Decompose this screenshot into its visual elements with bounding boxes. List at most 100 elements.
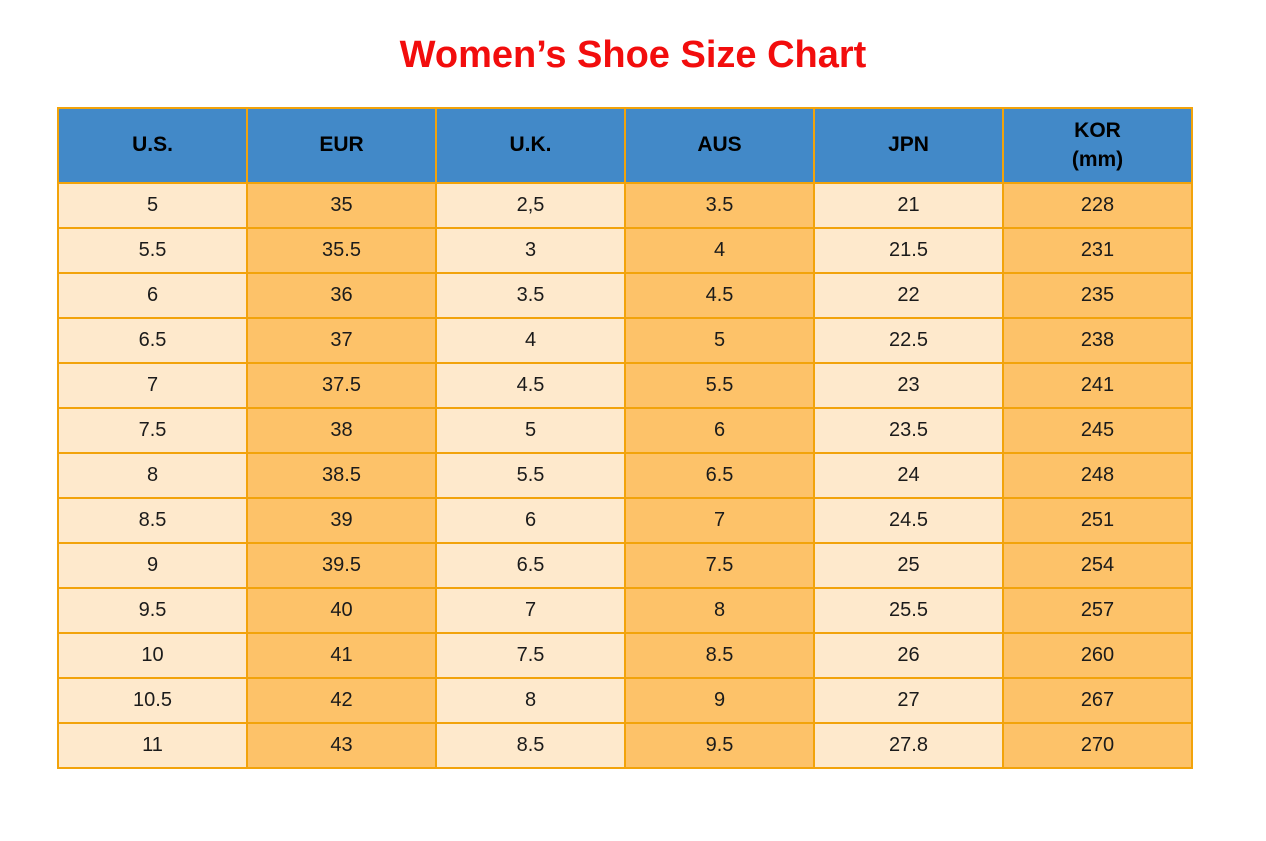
cell-jpn: 23 (813, 362, 1004, 409)
cell-kor: 257 (1002, 587, 1193, 634)
table-row: 10.5 42 8 9 27 267 (57, 677, 1193, 724)
cell-eur: 40 (246, 587, 437, 634)
cell-uk: 4.5 (435, 362, 626, 409)
cell-jpn: 27 (813, 677, 1004, 724)
cell-aus: 3.5 (624, 182, 815, 229)
cell-us: 11 (57, 722, 248, 769)
cell-us: 8.5 (57, 497, 248, 544)
cell-eur: 37 (246, 317, 437, 364)
column-header-eur: EUR (246, 107, 437, 184)
cell-kor: 251 (1002, 497, 1193, 544)
cell-uk: 3.5 (435, 272, 626, 319)
cell-us: 8 (57, 452, 248, 499)
cell-eur: 39 (246, 497, 437, 544)
cell-eur: 36 (246, 272, 437, 319)
cell-us: 9 (57, 542, 248, 589)
cell-eur: 35.5 (246, 227, 437, 274)
cell-uk: 3 (435, 227, 626, 274)
cell-aus: 4 (624, 227, 815, 274)
cell-us: 6 (57, 272, 248, 319)
table-row: 10 41 7.5 8.5 26 260 (57, 632, 1193, 679)
cell-aus: 5.5 (624, 362, 815, 409)
cell-eur: 41 (246, 632, 437, 679)
cell-uk: 5 (435, 407, 626, 454)
cell-jpn: 21 (813, 182, 1004, 229)
cell-uk: 6 (435, 497, 626, 544)
cell-us: 10 (57, 632, 248, 679)
cell-uk: 5.5 (435, 452, 626, 499)
table-row: 8 38.5 5.5 6.5 24 248 (57, 452, 1193, 499)
cell-aus: 8.5 (624, 632, 815, 679)
cell-eur: 42 (246, 677, 437, 724)
cell-eur: 38.5 (246, 452, 437, 499)
cell-kor: 254 (1002, 542, 1193, 589)
cell-aus: 9 (624, 677, 815, 724)
column-header-label: U.S. (132, 133, 173, 157)
cell-jpn: 27.8 (813, 722, 1004, 769)
column-header-uk: U.K. (435, 107, 626, 184)
cell-jpn: 22.5 (813, 317, 1004, 364)
cell-kor: 270 (1002, 722, 1193, 769)
cell-aus: 8 (624, 587, 815, 634)
cell-aus: 7 (624, 497, 815, 544)
cell-aus: 6 (624, 407, 815, 454)
cell-jpn: 25.5 (813, 587, 1004, 634)
table-row: 11 43 8.5 9.5 27.8 270 (57, 722, 1193, 769)
cell-kor: 245 (1002, 407, 1193, 454)
table-row: 6 36 3.5 4.5 22 235 (57, 272, 1193, 319)
column-header-sublabel: (mm) (1071, 147, 1124, 171)
cell-uk: 4 (435, 317, 626, 364)
cell-uk: 8 (435, 677, 626, 724)
column-header-label: U.K. (509, 133, 552, 157)
size-chart-table: U.S. EUR U.K. AUS JPN (57, 107, 1193, 769)
cell-jpn: 25 (813, 542, 1004, 589)
column-header-label: KOR (1074, 119, 1121, 143)
cell-us: 9.5 (57, 587, 248, 634)
table-row: 5.5 35.5 3 4 21.5 231 (57, 227, 1193, 274)
cell-jpn: 21.5 (813, 227, 1004, 274)
cell-kor: 235 (1002, 272, 1193, 319)
cell-us: 6.5 (57, 317, 248, 364)
cell-jpn: 24.5 (813, 497, 1004, 544)
cell-uk: 2,5 (435, 182, 626, 229)
column-header-label: AUS (697, 133, 742, 157)
table-row: 9.5 40 7 8 25.5 257 (57, 587, 1193, 634)
cell-us: 10.5 (57, 677, 248, 724)
cell-jpn: 26 (813, 632, 1004, 679)
table-row: 7.5 38 5 6 23.5 245 (57, 407, 1193, 454)
cell-jpn: 22 (813, 272, 1004, 319)
cell-eur: 38 (246, 407, 437, 454)
cell-kor: 231 (1002, 227, 1193, 274)
cell-aus: 9.5 (624, 722, 815, 769)
page-title: Women’s Shoe Size Chart (399, 34, 867, 76)
cell-eur: 37.5 (246, 362, 437, 409)
cell-eur: 43 (246, 722, 437, 769)
cell-us: 7 (57, 362, 248, 409)
size-table-body: 5 35 2,5 3.5 21 228 5.5 35.5 3 4 21.5 231 6 36 3.5 4.5 2… (57, 182, 1193, 769)
table-row: 7 37.5 4.5 5.5 23 241 (57, 362, 1193, 409)
cell-jpn: 23.5 (813, 407, 1004, 454)
column-header-label: JPN (888, 133, 929, 157)
column-header-jpn: JPN (813, 107, 1004, 184)
cell-aus: 5 (624, 317, 815, 364)
table-row: 5 35 2,5 3.5 21 228 (57, 182, 1193, 229)
cell-kor: 238 (1002, 317, 1193, 364)
cell-jpn: 24 (813, 452, 1004, 499)
cell-kor: 267 (1002, 677, 1193, 724)
cell-kor: 260 (1002, 632, 1193, 679)
cell-uk: 7.5 (435, 632, 626, 679)
table-header: U.S. EUR U.K. AUS JPN (57, 107, 1193, 184)
column-header-label: EUR (319, 133, 364, 157)
column-header-us: U.S. (57, 107, 248, 184)
cell-eur: 35 (246, 182, 437, 229)
cell-kor: 248 (1002, 452, 1193, 499)
table-row: 8.5 39 6 7 24.5 251 (57, 497, 1193, 544)
cell-eur: 39.5 (246, 542, 437, 589)
cell-kor: 241 (1002, 362, 1193, 409)
cell-uk: 7 (435, 587, 626, 634)
cell-aus: 6.5 (624, 452, 815, 499)
cell-us: 7.5 (57, 407, 248, 454)
cell-us: 5.5 (57, 227, 248, 274)
cell-uk: 6.5 (435, 542, 626, 589)
cell-aus: 4.5 (624, 272, 815, 319)
